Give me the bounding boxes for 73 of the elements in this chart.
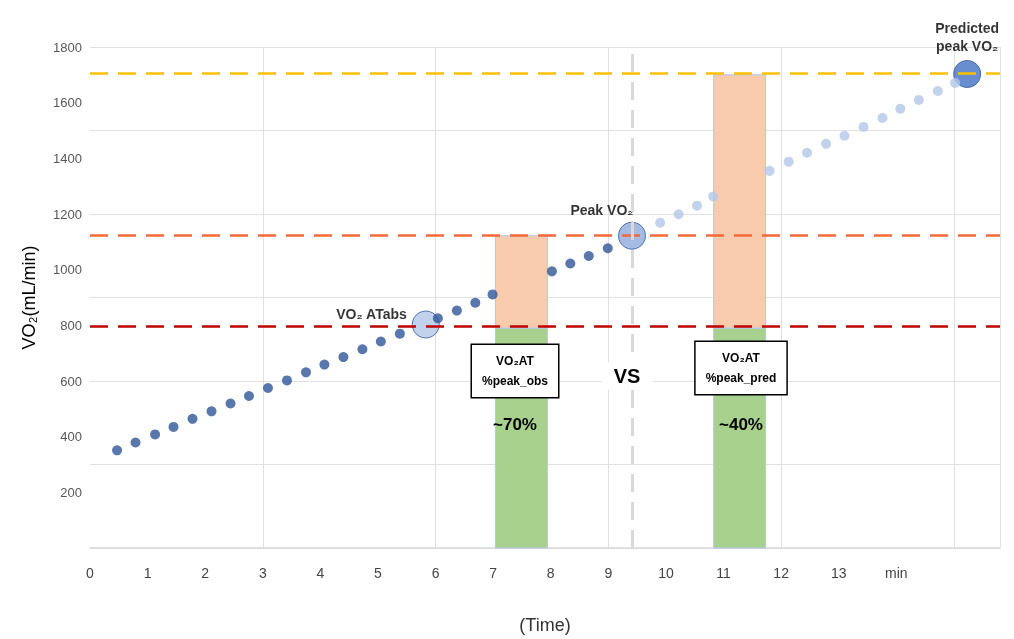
point bbox=[243, 391, 254, 402]
point bbox=[300, 367, 311, 378]
point bbox=[673, 209, 684, 220]
point bbox=[168, 421, 179, 432]
x-tick-label: 13 bbox=[830, 565, 847, 581]
y-tick-label: 1000 bbox=[53, 262, 82, 278]
point bbox=[319, 359, 330, 370]
point bbox=[375, 336, 386, 347]
x-tick-label: 3 bbox=[258, 565, 267, 581]
x-tick-label: 2 bbox=[201, 565, 210, 581]
point bbox=[206, 406, 217, 417]
point bbox=[913, 94, 924, 105]
series-label: Peak VO₂ bbox=[570, 201, 634, 218]
y-tick-label: 1200 bbox=[53, 206, 82, 222]
x-tick-label: 4 bbox=[316, 565, 325, 581]
x-tick-label: 7 bbox=[489, 565, 498, 581]
point bbox=[821, 138, 832, 149]
point bbox=[583, 251, 594, 262]
x-tick-label: min bbox=[885, 565, 908, 581]
series-label: Predicted peak VO₂ bbox=[935, 20, 1000, 54]
point bbox=[655, 217, 666, 228]
series-label: VO₂ ATabs bbox=[336, 306, 407, 323]
point bbox=[932, 85, 943, 96]
point bbox=[783, 156, 794, 167]
x-tick-label: 1 bbox=[143, 565, 152, 581]
point bbox=[225, 398, 236, 409]
y-axis-title: VO₂(mL/min) bbox=[19, 245, 39, 350]
point bbox=[357, 344, 368, 355]
point bbox=[565, 258, 576, 269]
y-tick-label: 1600 bbox=[53, 95, 82, 111]
point bbox=[895, 103, 906, 114]
x-tick-label: 0 bbox=[86, 565, 95, 581]
annotation: ~40% bbox=[719, 414, 763, 434]
point bbox=[394, 328, 405, 339]
point bbox=[839, 130, 850, 141]
y-tick-label: 1800 bbox=[53, 39, 82, 55]
y-tick-label: 1400 bbox=[53, 150, 82, 166]
point bbox=[950, 77, 961, 88]
annotation: VO₂AT %peak_pred bbox=[705, 351, 777, 385]
point bbox=[764, 165, 775, 176]
point bbox=[338, 352, 349, 363]
point bbox=[858, 121, 869, 132]
x-tick-label: 9 bbox=[604, 565, 613, 581]
point bbox=[802, 147, 813, 158]
point bbox=[487, 289, 498, 300]
point bbox=[112, 445, 123, 456]
point bbox=[281, 375, 292, 386]
point bbox=[546, 266, 557, 277]
point bbox=[877, 112, 888, 123]
y-tick-label: 400 bbox=[60, 429, 82, 445]
point bbox=[187, 413, 198, 424]
x-tick-label: 6 bbox=[431, 565, 440, 581]
x-tick-label: 10 bbox=[658, 565, 674, 581]
point bbox=[470, 297, 481, 308]
point bbox=[451, 305, 462, 316]
x-axis-title: (Time) bbox=[519, 615, 571, 635]
annotation: VS bbox=[613, 365, 641, 387]
y-tick-label: 200 bbox=[60, 484, 82, 500]
point bbox=[708, 191, 719, 202]
x-tick-label: 8 bbox=[546, 565, 555, 581]
y-tick-label: 600 bbox=[60, 373, 82, 389]
x-tick-label: 12 bbox=[773, 565, 790, 581]
annotation: ~70% bbox=[493, 414, 537, 434]
annotation: VO₂AT %peak_obs bbox=[481, 354, 549, 388]
point bbox=[602, 243, 613, 254]
point bbox=[432, 313, 443, 324]
point bbox=[692, 200, 703, 211]
point bbox=[262, 382, 273, 393]
y-tick-label: 800 bbox=[60, 317, 82, 333]
x-tick-label: 5 bbox=[374, 565, 383, 581]
point bbox=[150, 429, 161, 440]
x-tick-label: 11 bbox=[716, 565, 732, 581]
point bbox=[130, 437, 141, 448]
